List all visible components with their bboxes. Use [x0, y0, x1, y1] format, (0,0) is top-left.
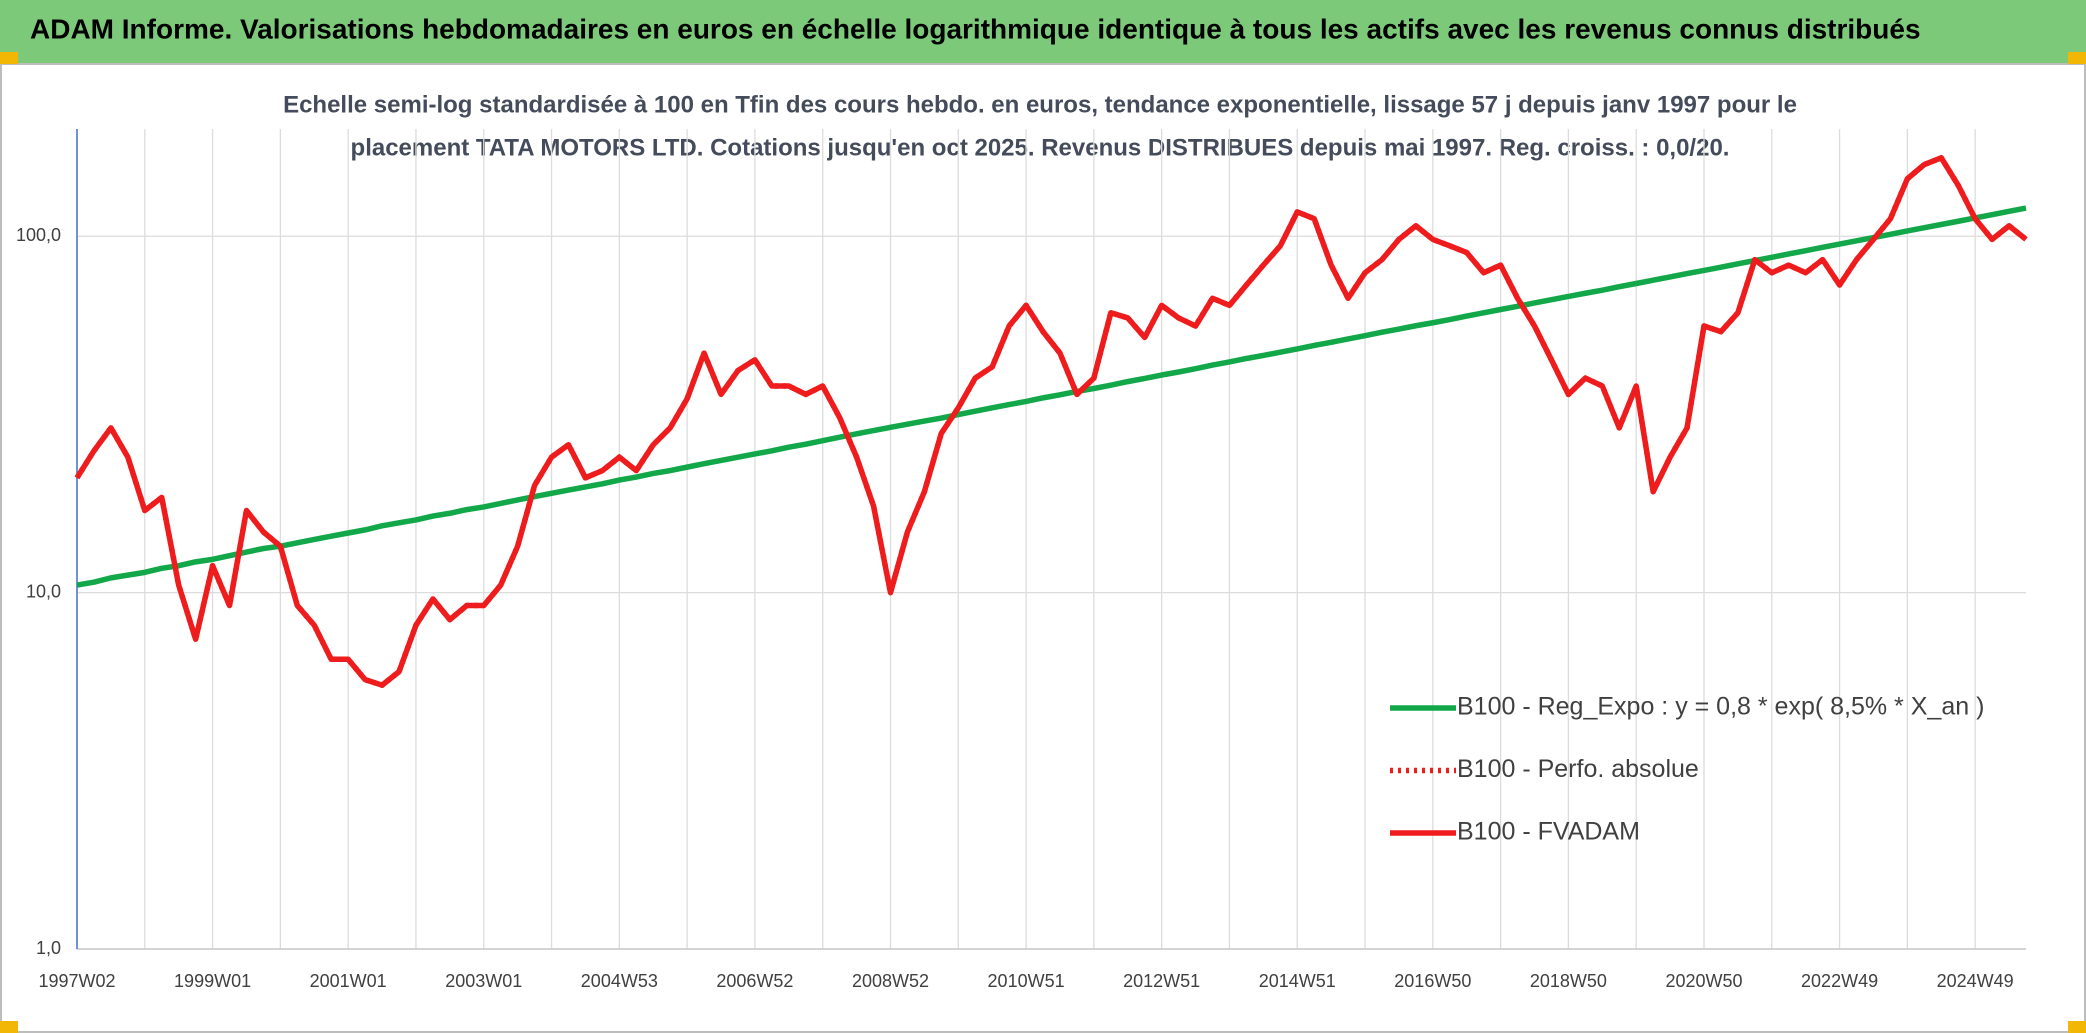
- y-tick-label: 100,0: [16, 225, 61, 245]
- series-line: [76, 205, 2027, 588]
- frame: [0, 63, 2086, 1033]
- corner: [2068, 1021, 2086, 1033]
- x-tick-label: 2016W50: [1394, 971, 1471, 991]
- x-tick-label: 2003W01: [445, 971, 522, 991]
- x-tick-label: 2001W01: [310, 971, 387, 991]
- legend-label: B100 - Reg_Expo : y = 0,8 * exp( 8,5% * …: [1457, 693, 1984, 721]
- x-tick-label: 2006W52: [716, 971, 793, 991]
- series-line: [74, 155, 2028, 688]
- header-title: ADAM Informe. Valorisations hebdomadaire…: [30, 13, 1921, 44]
- x-tick-label: 1997W02: [38, 971, 115, 991]
- x-tick-label: 2014W51: [1259, 971, 1336, 991]
- x-tick-label: 2012W51: [1123, 971, 1200, 991]
- corner: [2068, 52, 2086, 64]
- x-tick-label: 2022W49: [1801, 971, 1878, 991]
- series-line: [74, 155, 2028, 688]
- corner: [0, 52, 18, 64]
- x-tick-label: 2010W51: [988, 971, 1065, 991]
- x-tick-label: 1999W01: [174, 971, 251, 991]
- x-tick-label: 2024W49: [1937, 971, 2014, 991]
- x-tick-label: 2018W50: [1530, 971, 1607, 991]
- x-tick-label: 2004W53: [581, 971, 658, 991]
- legend-label: B100 - Perfo. absolue: [1457, 755, 1699, 783]
- subtitle: placement TATA MOTORS LTD. Cotations jus…: [351, 134, 1730, 161]
- corner: [0, 1021, 18, 1033]
- x-tick-label: 2008W52: [852, 971, 929, 991]
- y-tick-label: 1,0: [36, 938, 61, 958]
- subtitle: Echelle semi-log standardisée à 100 en T…: [283, 91, 1797, 118]
- legend-label: B100 - FVADAM: [1457, 818, 1640, 846]
- x-tick-label: 2020W50: [1665, 971, 1742, 991]
- y-tick-label: 10,0: [26, 581, 61, 601]
- header-bar: [0, 0, 2086, 64]
